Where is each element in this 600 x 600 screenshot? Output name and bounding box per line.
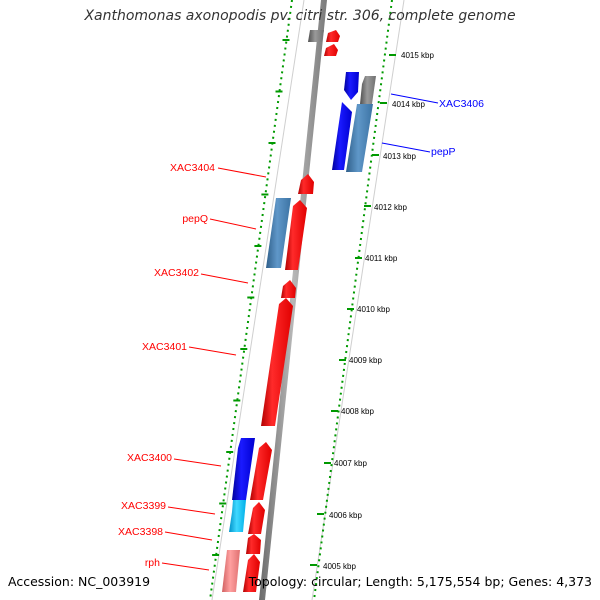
- gene-blue-upper: [344, 72, 359, 100]
- leader-xac3399: [167, 506, 216, 515]
- gene-red-3400-neighbor: [250, 442, 272, 500]
- dotted-ring-inner: [209, 0, 293, 600]
- gene-red-pepq-neighbor: [285, 200, 307, 270]
- label-xac3404: XAC3404: [170, 162, 215, 174]
- label-rph: rph: [145, 557, 160, 569]
- gene-pepp: [346, 104, 373, 172]
- map-title: Xanthomonas axonopodis pv. citri str. 30…: [84, 8, 516, 24]
- tick-label: 4014 kbp: [392, 100, 425, 109]
- tick-label: 4013 kbp: [383, 152, 416, 161]
- gene-red-rph-neighbor: [243, 554, 260, 592]
- tick-label: 4008 kbp: [341, 407, 374, 416]
- gene-xac3404: [298, 174, 314, 194]
- leader-xac3406: [390, 93, 439, 104]
- leader-pepq: [209, 218, 257, 230]
- gene-pepq: [266, 198, 291, 268]
- tick-label: 4015 kbp: [401, 51, 434, 60]
- gene-xac3399: [229, 500, 246, 532]
- gene-grey-top: [308, 30, 324, 42]
- leader-xac3401: [188, 346, 237, 356]
- tick-label: 4011 kbp: [365, 254, 398, 263]
- tick-label: 4007 kbp: [334, 459, 367, 468]
- gene-xac3400: [232, 438, 255, 500]
- label-pepq: pepQ: [182, 213, 208, 225]
- label-xac3399: XAC3399: [121, 500, 166, 512]
- gene-xac3401: [261, 298, 293, 426]
- gene-red-top-2: [324, 44, 338, 56]
- gene-xac3406: [360, 76, 376, 104]
- gene-xac3402: [281, 280, 296, 298]
- gene-xac3398: [246, 534, 261, 554]
- label-xac3398: XAC3398: [118, 526, 163, 538]
- genome-backbone: [259, 0, 327, 600]
- tick-label: 4012 kbp: [374, 203, 407, 212]
- dotted-ring-outer: [313, 0, 393, 600]
- gene-label-group: XAC3406 pepP XAC3404 pepQ XAC3402 XAC340…: [118, 98, 484, 569]
- tick-label: 4009 kbp: [349, 356, 382, 365]
- gene-red-3399-neighbor: [248, 502, 265, 534]
- accession-text: Accession: NC_003919: [8, 574, 151, 589]
- tick-label: 4010 kbp: [357, 305, 390, 314]
- label-xac3406: XAC3406: [439, 98, 484, 110]
- gene-features: [222, 30, 376, 592]
- leader-xac3400: [173, 458, 222, 467]
- inner-ring-dashes: [212, 39, 290, 556]
- leader-rph: [161, 562, 210, 571]
- leader-pepp: [381, 142, 431, 153]
- topology-text: Topology: circular; Length: 5,175,554 bp…: [248, 574, 592, 589]
- label-xac3400: XAC3400: [127, 452, 172, 464]
- label-xac3402: XAC3402: [154, 267, 199, 279]
- leader-xac3402: [200, 273, 249, 284]
- gene-rph: [222, 550, 240, 592]
- kbp-ticks: 4015 kbp 4014 kbp 4013 kbp 4012 kbp 4011…: [310, 51, 434, 571]
- gene-blue-lower: [332, 102, 352, 170]
- label-xac3401: XAC3401: [142, 341, 187, 353]
- leader-xac3398: [164, 531, 213, 541]
- label-leaders: [161, 93, 439, 571]
- gene-red-top-1: [326, 30, 340, 42]
- leader-xac3404: [217, 167, 267, 178]
- tick-label: 4006 kbp: [329, 511, 362, 520]
- label-pepp: pepP: [431, 146, 456, 158]
- tick-label: 4005 kbp: [323, 562, 356, 571]
